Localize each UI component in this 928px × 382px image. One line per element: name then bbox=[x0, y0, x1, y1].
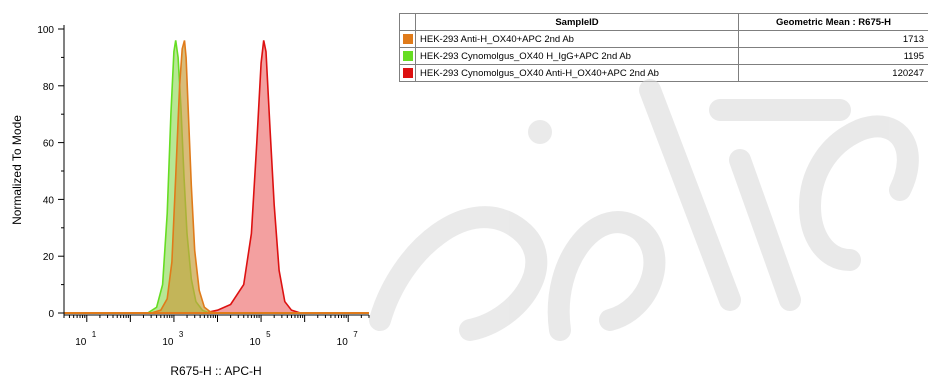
x-tick-label-base: 10 bbox=[250, 337, 262, 348]
series-area-1 bbox=[151, 40, 218, 314]
sample-id-cell: HEK-293 Cynomolgus_OX40 Anti-H_OX40+APC … bbox=[415, 64, 739, 82]
plot-area bbox=[64, 40, 369, 314]
x-axis-label: R675-H :: APC-H bbox=[170, 364, 261, 378]
swatch-cell bbox=[399, 47, 416, 65]
geometric-mean-column-header: Geometric Mean : R675-H bbox=[738, 13, 928, 31]
x-tick-label-base: 10 bbox=[75, 337, 87, 348]
y-tick-label: 20 bbox=[43, 252, 55, 263]
series-color-swatch bbox=[402, 33, 413, 44]
sample-id-cell: HEK-293 Cynomolgus_OX40 H_IgG+APC 2nd Ab bbox=[415, 47, 739, 65]
axes: 0 20 40 60 80 100 10 1 10 3 10 5 10 7 bbox=[37, 25, 370, 348]
sample-row: HEK-293 Anti-H_OX40+APC 2nd Ab 1713 bbox=[399, 30, 928, 48]
swatch-cell bbox=[399, 30, 416, 48]
y-axis-label: Normalized To Mode bbox=[10, 115, 24, 225]
sample-row: HEK-293 Cynomolgus_OX40 Anti-H_OX40+APC … bbox=[399, 64, 928, 82]
table-header-row: SampleID Geometric Mean : R675-H bbox=[399, 13, 928, 31]
series-color-swatch bbox=[402, 67, 413, 78]
x-tick-label-base: 10 bbox=[337, 337, 349, 348]
series-line-3 bbox=[204, 40, 301, 314]
x-tick-label-exponent: 3 bbox=[179, 330, 184, 339]
geometric-mean-cell: 120247 bbox=[738, 64, 928, 82]
sample-legend-table: SampleID Geometric Mean : R675-H HEK-293… bbox=[399, 13, 928, 82]
sampleid-column-header: SampleID bbox=[415, 13, 739, 31]
swatch-cell bbox=[399, 64, 416, 82]
swatch-column-header bbox=[399, 13, 416, 31]
geometric-mean-cell: 1195 bbox=[738, 47, 928, 65]
sample-id-cell: HEK-293 Anti-H_OX40+APC 2nd Ab bbox=[415, 30, 739, 48]
sample-row: HEK-293 Cynomolgus_OX40 H_IgG+APC 2nd Ab… bbox=[399, 47, 928, 65]
x-tick-label-exponent: 1 bbox=[92, 330, 97, 339]
x-tick-label-base: 10 bbox=[162, 337, 174, 348]
series-area-3 bbox=[204, 40, 301, 314]
series-line-1 bbox=[150, 40, 218, 314]
histogram-plot: 0 20 40 60 80 100 10 1 10 3 10 5 10 7 Normalized To M… bbox=[10, 25, 370, 378]
x-tick-label-exponent: 7 bbox=[353, 330, 358, 339]
y-tick-label: 40 bbox=[43, 195, 55, 206]
geometric-mean-cell: 1713 bbox=[738, 30, 928, 48]
y-tick-label: 60 bbox=[43, 139, 55, 150]
y-tick-label: 100 bbox=[37, 25, 54, 36]
y-tick-label: 80 bbox=[43, 82, 55, 93]
series-color-swatch bbox=[402, 50, 413, 61]
y-tick-label: 0 bbox=[48, 309, 54, 320]
x-tick-label-exponent: 5 bbox=[266, 330, 271, 339]
